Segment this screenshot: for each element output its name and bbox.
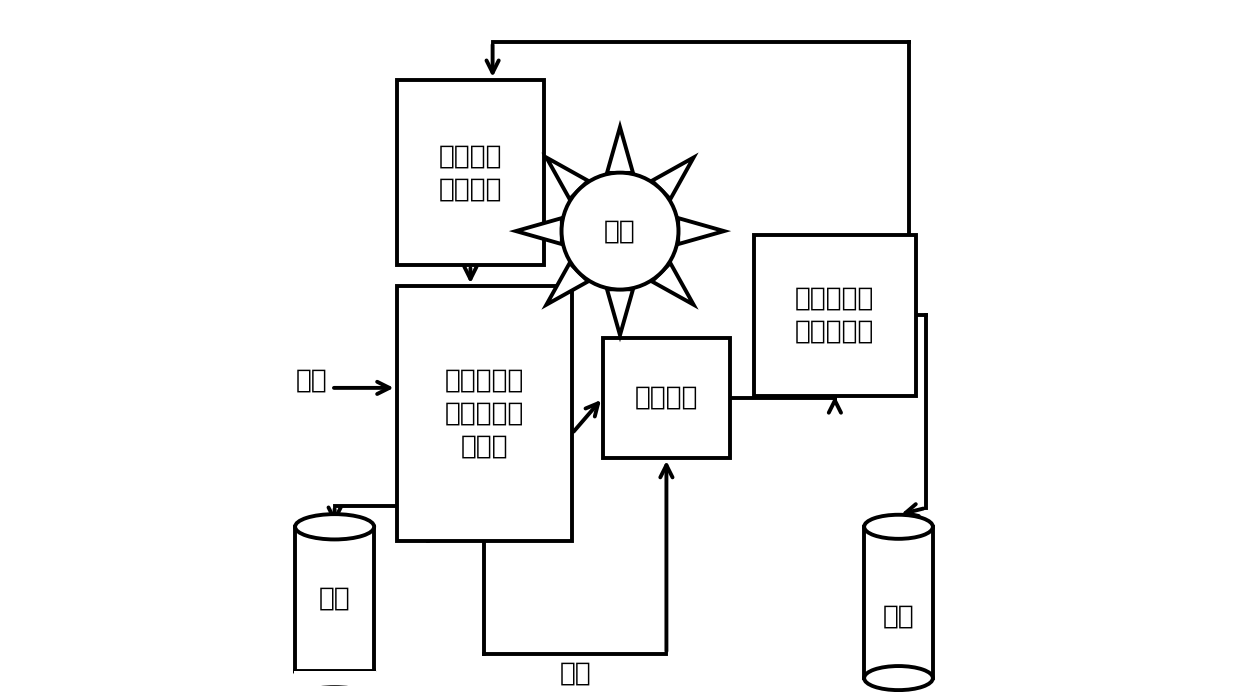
Polygon shape xyxy=(652,263,693,305)
Bar xyxy=(397,286,572,541)
Polygon shape xyxy=(678,218,724,244)
Polygon shape xyxy=(608,127,632,173)
Polygon shape xyxy=(608,290,632,335)
Text: 分离系统: 分离系统 xyxy=(635,385,698,411)
Polygon shape xyxy=(547,157,588,199)
Bar xyxy=(294,671,376,686)
Circle shape xyxy=(562,173,678,290)
Ellipse shape xyxy=(864,515,932,539)
Bar xyxy=(397,80,544,265)
Bar xyxy=(603,338,730,458)
Text: 微藻: 微藻 xyxy=(559,661,591,686)
Bar xyxy=(864,527,932,678)
Polygon shape xyxy=(516,218,562,244)
Text: 氢气: 氢气 xyxy=(883,603,914,629)
Bar xyxy=(754,235,915,396)
Text: 人工光电化
学制氢系统: 人工光电化 学制氢系统 xyxy=(795,286,874,345)
Ellipse shape xyxy=(295,658,374,684)
Polygon shape xyxy=(547,263,588,305)
Text: 微藻: 微藻 xyxy=(296,368,327,394)
Text: 微生物太阳
能捕获和存
储系统: 微生物太阳 能捕获和存 储系统 xyxy=(444,367,523,459)
Text: 氧气: 氧气 xyxy=(319,586,351,612)
Text: 太阳: 太阳 xyxy=(604,218,636,244)
Polygon shape xyxy=(652,157,693,199)
Text: 化学能量
载体介质: 化学能量 载体介质 xyxy=(439,143,502,202)
Ellipse shape xyxy=(295,514,374,539)
Bar xyxy=(295,527,374,671)
Ellipse shape xyxy=(864,666,932,690)
